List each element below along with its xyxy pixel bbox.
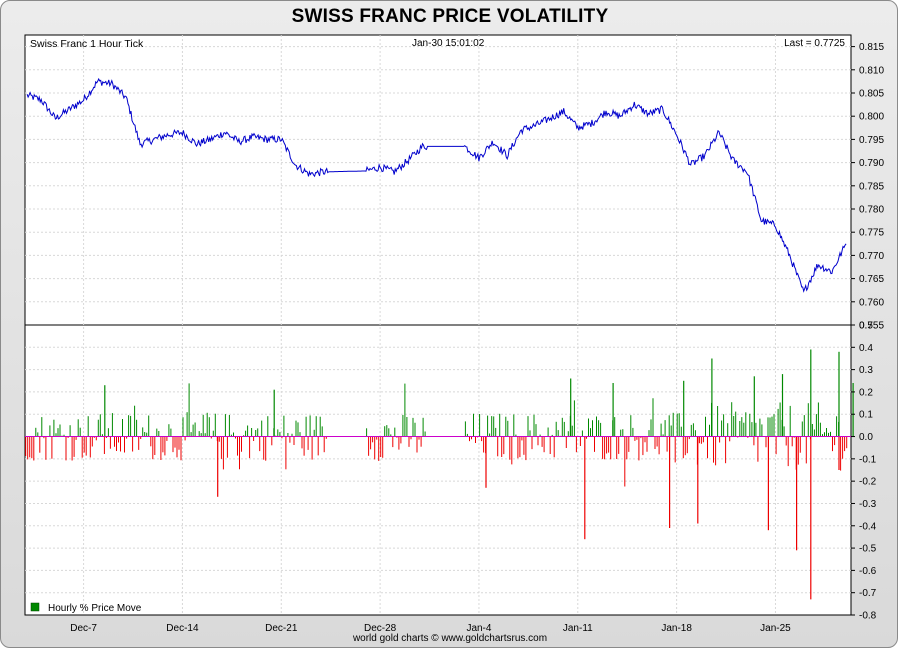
y-tick-label: 0.0 (859, 432, 873, 443)
y-tick-label: 0.800 (859, 112, 884, 123)
price-axis: 0.815 0.810 0.805 0.800 0.795 0.790 0.785 0.780… (851, 42, 884, 332)
y-tick-label: 0.1 (859, 410, 873, 421)
y-tick-label: 0.760 (859, 297, 884, 308)
y-tick-label: -0.7 (859, 588, 877, 599)
y-tick-label: 0.755 (859, 321, 884, 332)
x-tick-label: Dec-28 (364, 623, 397, 634)
y-tick-label: -0.4 (859, 521, 877, 532)
y-tick-label: 0.765 (859, 274, 884, 285)
price-line (26, 77, 847, 293)
x-tick-label: Jan-11 (563, 623, 593, 634)
y-tick-label: 0.3 (859, 365, 873, 376)
y-tick-label: -0.6 (859, 566, 877, 577)
y-tick-label: 0.805 (859, 89, 884, 100)
y-tick-label: 0.810 (859, 65, 884, 76)
move-axis: 0.5 0.4 0.3 0.2 0.1 0.0 -0.1 -0.2 -0.3 -0.4 -0.5 -0… (851, 321, 877, 622)
last-value-label: Last = 0.7725 (784, 38, 845, 49)
y-tick-label: 0.5 (859, 321, 873, 332)
y-tick-label: 0.775 (859, 228, 884, 239)
grid (25, 35, 851, 615)
x-tick-label: Dec-14 (166, 623, 199, 634)
x-tick-label: Jan-4 (466, 623, 491, 634)
y-tick-label: -0.8 (859, 611, 877, 622)
y-tick-label: 0.785 (859, 181, 884, 192)
legend-label: Hourly % Price Move (48, 603, 142, 614)
y-tick-label: 0.790 (859, 158, 884, 169)
x-tick-label: Jan-18 (661, 623, 692, 634)
y-tick-label: -0.5 (859, 544, 877, 555)
price-series (26, 77, 847, 293)
y-tick-label: 0.815 (859, 42, 884, 53)
timestamp-label: Jan-30 15:01:02 (412, 38, 485, 49)
x-tick-label: Dec-7 (70, 623, 97, 634)
date-axis: Dec-7 Dec-14 Dec-21 Dec-28 Jan-4 Jan-11 Jan-18… (70, 623, 791, 634)
x-tick-label: Jan-25 (760, 623, 791, 634)
y-tick-label: 0.2 (859, 387, 873, 398)
y-tick-label: 0.4 (859, 343, 873, 354)
page-title: SWISS FRANC PRICE VOLATILITY (291, 6, 609, 27)
footer-credit: world gold charts © www.goldchartsrus.co… (352, 633, 548, 644)
hourly-move-bars (25, 349, 854, 600)
x-tick-label: Dec-21 (265, 623, 298, 634)
y-tick-label: 0.795 (859, 135, 884, 146)
y-tick-label: 0.780 (859, 205, 884, 216)
y-tick-label: 0.770 (859, 251, 884, 262)
legend-swatch (30, 602, 40, 612)
y-tick-label: -0.2 (859, 477, 877, 488)
y-tick-label: -0.1 (859, 454, 877, 465)
series-label: Swiss Franc 1 Hour Tick (30, 38, 144, 50)
y-tick-label: -0.3 (859, 499, 877, 510)
